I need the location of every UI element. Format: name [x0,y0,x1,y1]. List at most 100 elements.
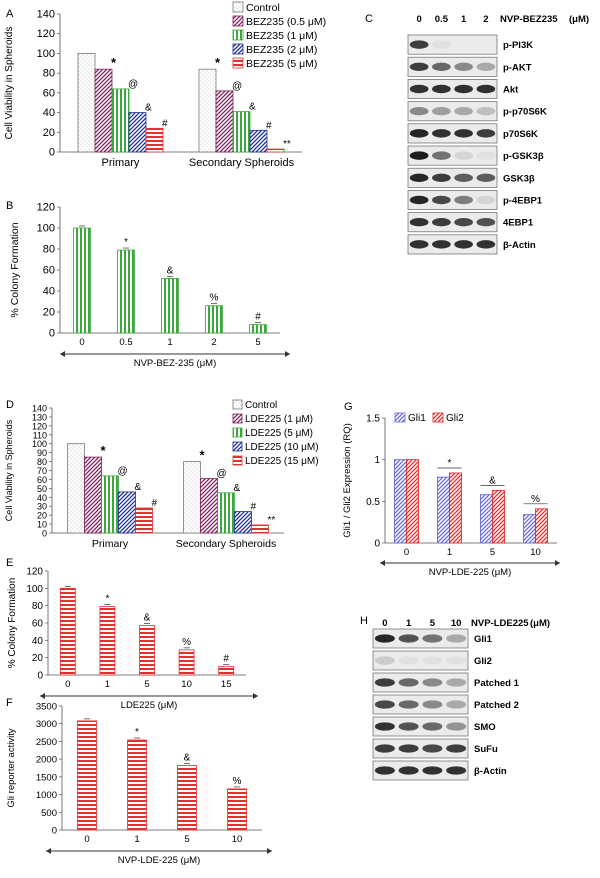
y-tick-label: 30 [37,502,47,512]
band [432,151,451,160]
band [374,722,395,731]
blot-strip [372,716,469,737]
band [454,106,473,116]
y-tick-label: 40 [37,493,47,503]
bar [128,112,147,153]
legend-swatch [232,455,243,466]
blot-strip [407,234,498,255]
arrowhead-left [380,560,385,566]
band [398,656,419,665]
legend-label: BEZ235 (0.5 μM) [246,16,326,28]
blot-p-akt-label: p-AKT [503,62,532,73]
arrowhead-left [60,351,65,357]
y-tick-label: 2500 [36,737,57,748]
band [422,744,443,753]
significance-mark: & [167,265,174,276]
legend-label: BEZ235 (2 μM) [246,44,317,56]
blot-strip [407,34,498,55]
band [374,744,395,753]
x-tick-label: 10 [232,834,243,845]
band [409,129,429,138]
blot-4ebp1-label: 4EBP1 [503,218,534,229]
y-tick-label: 100 [26,584,43,595]
bar [218,665,235,676]
band [476,195,496,205]
legend-swatch [432,412,444,423]
bar [127,739,147,831]
panel-label-b: B [6,200,13,212]
bar [249,129,268,153]
legend-label: Control [246,2,280,14]
arrowhead-right [253,693,258,699]
significance-mark: & [135,482,142,493]
y-tick-label: 10 [37,520,47,530]
x-tick-label: Primary [102,157,140,169]
bar [101,475,119,534]
significance-mark: # [152,498,158,509]
y-tick-label: 60 [43,87,55,99]
significance-mark: & [234,483,241,494]
legend-label: LDE225 (1 μM) [245,414,313,425]
blot-strip [407,212,498,233]
blot-strip [372,672,469,693]
band [374,678,395,687]
band [446,722,467,731]
band [409,240,429,249]
y-tick-label: 100 [37,223,55,235]
y-tick-label: 70 [37,466,47,476]
band [374,634,395,643]
bar [535,508,548,544]
x-tick-label: 0 [65,679,70,690]
band [409,217,429,227]
band [422,700,443,709]
y-tick-label: 140 [37,9,55,21]
band [432,217,451,227]
panel-label-g: G [344,401,353,413]
treatment-unit: (μM) [569,14,589,25]
y-tick-label: 0 [52,826,57,837]
treatment-unit: (μM) [530,618,550,629]
y-tick-label: 40 [43,107,55,119]
x-axis-label: LDE225 (μM) [121,700,178,711]
bar [449,472,462,544]
band [422,722,443,731]
bar [139,625,155,676]
blot-akt-label: Akt [503,85,519,96]
significance-mark: @ [118,466,128,477]
panel-label-c: C [365,13,373,25]
band [398,678,419,687]
band [409,84,429,94]
blot-patched-2-label: Patched 2 [474,700,519,711]
chart-f: 0 500 1000 1500 2000 2500 3000 3500 Gli reporter… [6,702,272,866]
x-tick-label: 5 [144,679,149,690]
significance-mark: % [233,776,242,787]
blot-strip [407,123,498,144]
y-tick-label: 140 [32,404,47,414]
significance-mark: # [251,502,257,513]
western-blot-c: 0 0.5 1 2 NVP-BEZ235 (μM) p-PI3K p-AKT Akt p-p70S… [407,14,589,255]
x-axis-label: NVP-LDE-225 (μM) [429,567,512,578]
x-tick-label: Secondary Spheroids [189,157,295,169]
band [422,634,443,643]
blot-p-pi3k-label: p-PI3K [503,40,533,51]
significance-mark: & [184,753,191,764]
bar [135,507,153,534]
y-tick-label: 130 [32,412,47,422]
x-tick-label: 0 [79,337,84,348]
band [454,217,473,227]
bar [111,88,130,153]
y-tick-label: 0.5 [366,497,380,508]
blot-sufu-label: SuFu [474,744,498,755]
y-axis-label: Gli1 / Gli2 Expression (RQ) [342,423,353,538]
y-tick-label: 60 [43,265,55,277]
legend-swatch [232,427,243,438]
blot-strip [372,760,469,781]
significance-mark: * [124,237,128,248]
y-tick-label: 0 [49,328,55,340]
band [476,217,496,227]
y-tick-label: 0 [49,147,55,159]
lane-label: 5 [430,618,436,629]
panel-label-d: D [6,399,14,411]
legend-label: BEZ235 (1 μM) [246,30,317,42]
